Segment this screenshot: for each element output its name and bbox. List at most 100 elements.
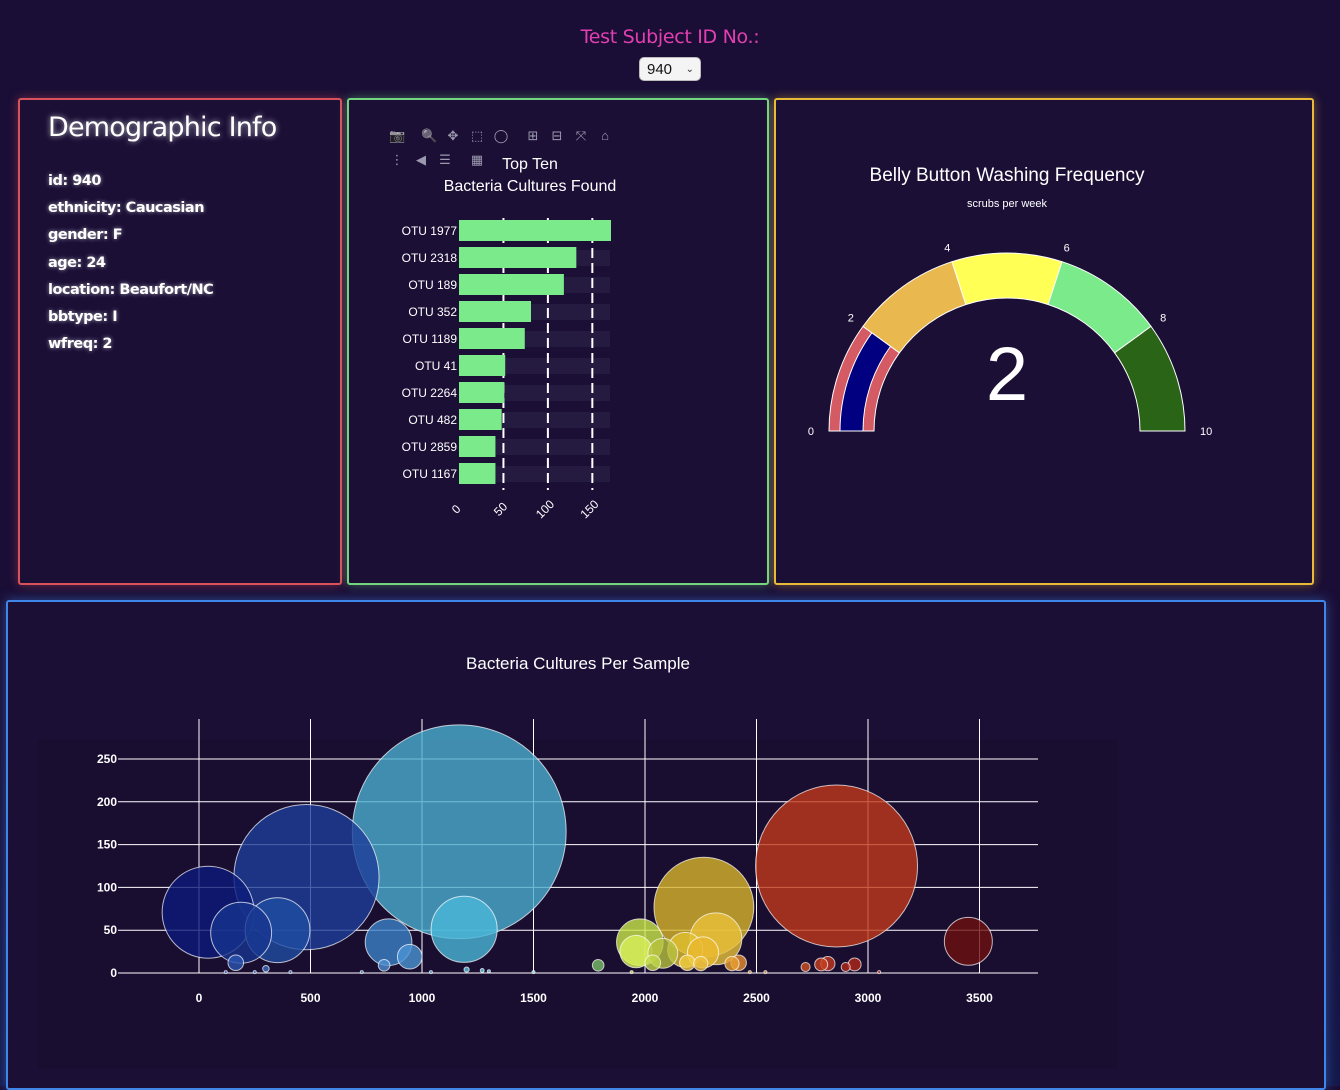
autoscale-icon[interactable]: ⤧: [575, 128, 587, 143]
bubble-point[interactable]: [840, 961, 851, 973]
bubble-point[interactable]: [943, 916, 993, 966]
bar-category-label: OTU 1189: [403, 332, 458, 346]
bar[interactable]: [459, 220, 611, 241]
reset-axes-icon[interactable]: ⌂: [601, 128, 609, 143]
bubble-point[interactable]: [800, 961, 811, 973]
gauge-title: Belly Button Washing Frequency: [870, 165, 1145, 186]
bubble-point[interactable]: [396, 943, 423, 970]
bar-category-label: OTU 1977: [402, 224, 458, 238]
gauge-subtitle: scrubs per week: [967, 198, 1048, 210]
bubble-point[interactable]: [531, 970, 536, 975]
gauge-step: [1113, 325, 1186, 432]
bubble-point[interactable]: [755, 784, 919, 948]
bubble-x-tick-label: 1000: [409, 991, 436, 1005]
bar-category-label: OTU 189: [408, 278, 457, 292]
bubble-y-tick-label: 100: [97, 880, 117, 894]
bar-chart-title-line2: Bacteria Cultures Found: [444, 178, 617, 195]
bar-x-tick-label: 150: [577, 497, 601, 521]
camera-icon[interactable]: 📷: [389, 128, 406, 143]
bubble-point[interactable]: [693, 955, 709, 972]
subject-id-select[interactable]: 940 ⌄: [639, 57, 701, 81]
bar[interactable]: [459, 382, 505, 403]
zoom-in-icon[interactable]: ⊞: [527, 128, 539, 143]
gauge-value-bar: [839, 332, 892, 432]
bubble-point[interactable]: [747, 970, 752, 975]
bubble-x-tick-label: 3000: [855, 991, 882, 1005]
bubble-point[interactable]: [479, 967, 485, 973]
bubble-point[interactable]: [252, 970, 257, 975]
wash-frequency-gauge-panel: Belly Button Washing Frequency scrubs per…: [774, 98, 1314, 585]
demographic-item: gender: F: [48, 227, 123, 244]
bubble-point[interactable]: [591, 958, 605, 972]
bubble-point[interactable]: [463, 966, 470, 973]
bubble-point[interactable]: [428, 970, 433, 975]
gauge-tick-label: 4: [944, 242, 950, 254]
bubble-point[interactable]: [227, 954, 245, 972]
bubble-point[interactable]: [644, 954, 662, 972]
hover-closest-icon[interactable]: ◀: [416, 152, 426, 167]
zoom-icon[interactable]: 🔍: [421, 128, 438, 143]
bubble-point[interactable]: [210, 901, 273, 964]
bubble-y-tick-label: 250: [97, 752, 117, 766]
bar[interactable]: [459, 274, 564, 295]
bar-chart-title-line1: Top Ten: [502, 156, 558, 173]
box-select-icon[interactable]: ⬚: [470, 128, 484, 143]
bar[interactable]: [459, 463, 496, 484]
bubble-y-tick-label: 200: [97, 795, 117, 809]
bar-category-label: OTU 1167: [403, 467, 458, 481]
zoom-out-icon[interactable]: ⊟: [551, 128, 563, 143]
bubble-point[interactable]: [724, 955, 740, 972]
bar-category-label: OTU 482: [408, 413, 457, 427]
bubble-point[interactable]: [629, 970, 634, 975]
subject-id-header: Test Subject ID No.: 940 ⌄: [0, 26, 1340, 81]
demographic-item: location: Beaufort/NC: [48, 281, 214, 298]
demographic-item: bbtype: I: [48, 308, 118, 325]
gauge-value-number: 2: [986, 332, 1028, 417]
bar[interactable]: [459, 301, 531, 322]
bubble-point[interactable]: [814, 957, 829, 972]
top-ten-bar-chart: Top Ten Bacteria Cultures Found OTU 1977 OT…: [402, 156, 617, 521]
bar[interactable]: [459, 328, 525, 349]
chevron-down-icon: ⌄: [685, 63, 694, 75]
bar[interactable]: [459, 355, 506, 376]
gauge-step: [951, 252, 1063, 306]
gauge-tick-label: 10: [1200, 426, 1212, 438]
gauge-tick-label: 6: [1064, 242, 1070, 254]
bubble-point[interactable]: [223, 970, 228, 975]
bubble-point[interactable]: [763, 970, 768, 975]
bubble-point[interactable]: [377, 958, 391, 972]
bubble-x-tick-label: 2000: [632, 991, 659, 1005]
subject-id-label: Test Subject ID No.:: [580, 26, 760, 48]
bar[interactable]: [459, 409, 502, 430]
bubble-point[interactable]: [262, 964, 270, 973]
bar-category-label: OTU 2318: [402, 251, 458, 265]
demographic-item: ethnicity: Caucasian: [48, 200, 205, 217]
lasso-icon[interactable]: ◯: [493, 128, 509, 143]
bubble-point[interactable]: [877, 970, 882, 975]
wash-frequency-gauge: Belly Button Washing Frequency scrubs per…: [808, 165, 1212, 438]
bar-category-label: OTU 2859: [402, 440, 458, 454]
demographic-item: id: 940: [48, 173, 101, 189]
plotly-logo-icon[interactable]: ▦: [470, 152, 484, 167]
pan-icon[interactable]: ✥: [447, 128, 459, 143]
bubble-y-tick-label: 0: [110, 966, 117, 980]
subject-id-selected-value: 940: [647, 60, 673, 78]
bubble-y-tick-label: 150: [97, 838, 117, 852]
bar[interactable]: [459, 436, 496, 457]
bubble-point[interactable]: [359, 970, 364, 975]
spike-lines-icon[interactable]: ⋮: [390, 152, 404, 167]
bubble-x-tick-label: 500: [300, 991, 320, 1005]
bubble-point[interactable]: [430, 895, 498, 963]
gauge-tick-label: 8: [1160, 313, 1166, 325]
bar-category-label: OTU 41: [415, 359, 457, 373]
bubble-y-tick-label: 50: [104, 923, 118, 937]
bar[interactable]: [459, 247, 577, 268]
bubble-point[interactable]: [288, 970, 293, 975]
bubble-point[interactable]: [486, 969, 491, 974]
bubble-chart-title: Bacteria Cultures Per Sample: [466, 654, 690, 673]
bar-category-label: OTU 2264: [402, 386, 458, 400]
hover-compare-icon[interactable]: ☰: [439, 152, 451, 167]
bubble-point[interactable]: [679, 954, 696, 972]
bar-category-label: OTU 352: [408, 305, 457, 319]
